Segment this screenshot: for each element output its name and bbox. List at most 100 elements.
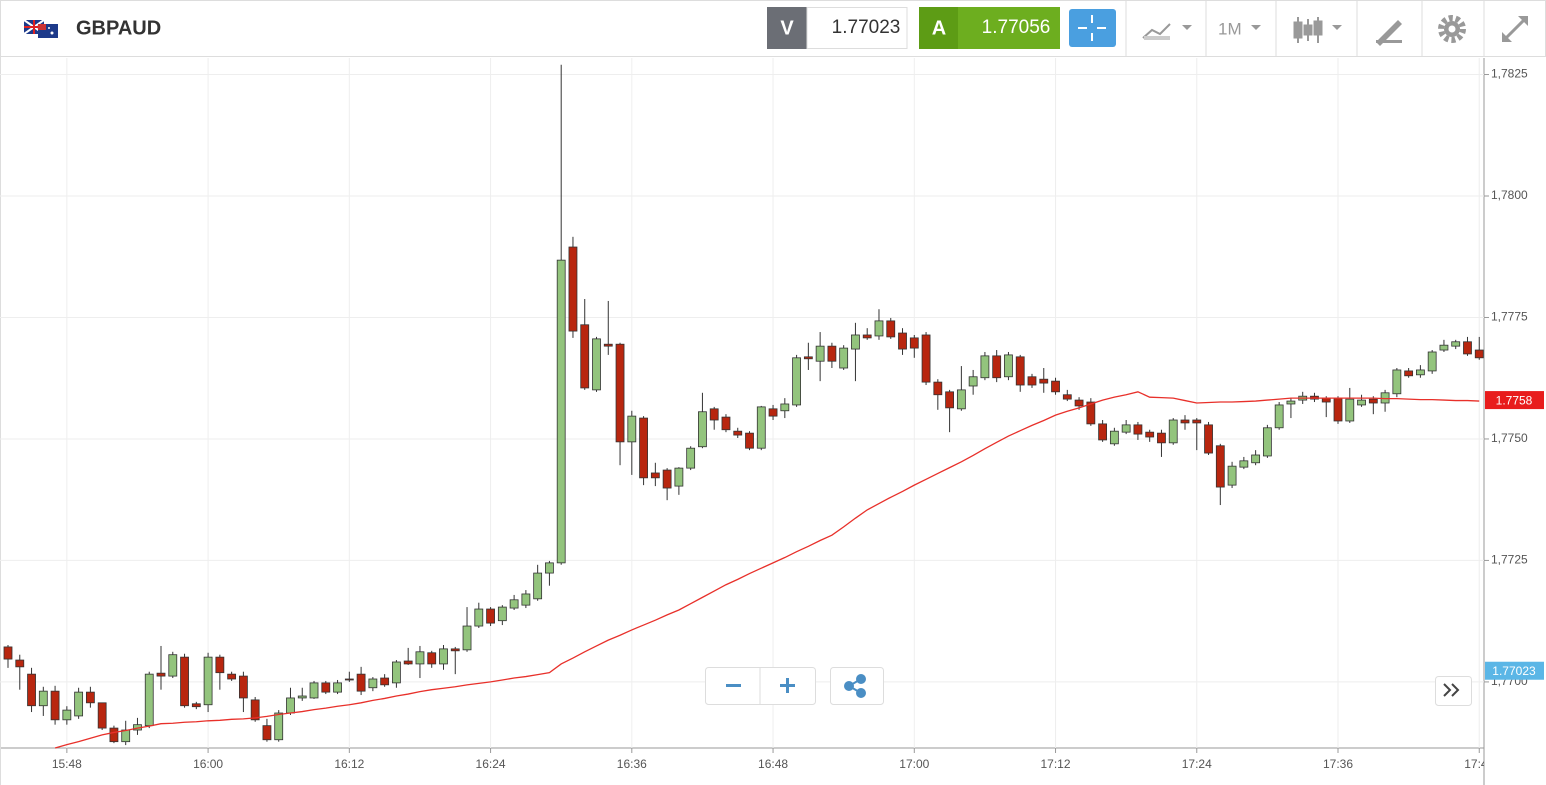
settings-button[interactable] <box>1438 15 1466 43</box>
candle-body <box>74 691 84 717</box>
candle-body <box>1368 398 1378 404</box>
candle-body <box>344 678 354 681</box>
candle-body <box>427 652 437 665</box>
candle-body <box>356 673 366 692</box>
candle-body <box>1357 399 1366 406</box>
candle-body <box>756 406 766 449</box>
candle-body <box>1145 431 1155 438</box>
candle-body <box>874 320 884 337</box>
candle-body <box>1262 427 1272 457</box>
candle-body <box>1062 394 1072 400</box>
candle-body <box>1133 424 1143 435</box>
candle-body <box>686 447 696 469</box>
candle-body <box>1392 369 1402 395</box>
candle-body <box>1286 400 1296 405</box>
candle-body <box>27 673 36 707</box>
flag-icon <box>23 19 58 38</box>
candle-body <box>568 246 578 332</box>
candle-body <box>933 381 943 396</box>
candle-body <box>1098 423 1108 441</box>
candle-body <box>851 334 860 350</box>
candle-body <box>156 672 166 677</box>
candle-style-button[interactable] <box>1293 17 1342 43</box>
candle-body <box>509 599 519 609</box>
candle-body <box>521 593 531 606</box>
x-tick-label: 17:00 <box>899 757 929 771</box>
x-tick-label: 16:36 <box>617 757 647 771</box>
candle-body <box>168 654 178 677</box>
ask-price: 1.77056 <box>982 17 1051 38</box>
candle-body <box>1451 341 1461 347</box>
candle-body <box>286 697 295 714</box>
zoom-out[interactable] <box>726 684 741 687</box>
y-tick-label: 1,7725 <box>1491 553 1528 567</box>
ma-price-tag-label: 1.7758 <box>1496 393 1533 407</box>
candle-body <box>203 656 213 706</box>
buy-label: A <box>932 17 946 39</box>
candle-body <box>1427 351 1437 372</box>
candle-body <box>1416 369 1425 376</box>
candle-body <box>1345 398 1355 422</box>
sell-button[interactable] <box>767 7 807 49</box>
x-tick-label: 17:48 <box>1464 757 1494 771</box>
candle-body <box>380 677 390 686</box>
candle-body <box>1474 349 1484 359</box>
candle-body <box>698 411 707 448</box>
zoom-controls <box>705 667 884 705</box>
candle-body <box>709 408 719 421</box>
zoom-in[interactable] <box>780 678 795 693</box>
candle-body <box>580 324 590 389</box>
axis: 1,77001,77251,77501,77751,78001,78251.77… <box>1484 67 1544 688</box>
candle-body <box>945 391 954 409</box>
candle-body <box>886 320 896 338</box>
candle-body <box>956 389 966 410</box>
crosshair-icon <box>1078 15 1106 41</box>
bid-price-tag <box>1485 661 1544 680</box>
crosshair-button[interactable] <box>1069 9 1116 47</box>
scroll-end-button[interactable] <box>1443 683 1460 697</box>
candle-body <box>274 712 284 741</box>
candle-body <box>862 334 872 339</box>
moving-average <box>54 391 1480 749</box>
candle-body <box>1333 397 1343 422</box>
candle-body <box>768 408 778 417</box>
x-tick-label: 16:12 <box>334 757 364 771</box>
candle-body <box>545 562 554 574</box>
x-tick-label: 17:12 <box>1041 757 1071 771</box>
x-tick-label: 17:24 <box>1182 757 1212 771</box>
bid-box[interactable] <box>806 7 908 49</box>
candle-body <box>62 709 72 721</box>
candle-body <box>1027 376 1037 386</box>
candle-body <box>1251 454 1261 464</box>
share-box <box>830 667 884 705</box>
symbol: GBPAUD <box>76 17 161 39</box>
chart-type-button[interactable] <box>1142 23 1192 40</box>
y-tick-label: 1,7825 <box>1491 67 1528 81</box>
candle-body <box>1074 399 1084 407</box>
candle-body <box>121 729 131 743</box>
candle-body <box>1227 465 1237 486</box>
candle-body <box>486 608 495 624</box>
candle-body <box>803 356 813 360</box>
candle-body <box>721 416 731 431</box>
candle-body <box>1086 401 1096 425</box>
candle-body <box>50 690 60 721</box>
fullscreen-button[interactable] <box>1501 15 1529 43</box>
y-tick-label: 1,7750 <box>1491 431 1528 445</box>
candle-body <box>650 472 660 479</box>
candle-body <box>439 648 448 665</box>
y-tick-label: 1,7800 <box>1491 188 1528 202</box>
toolbar-separators <box>1125 0 1485 56</box>
share-button[interactable] <box>844 674 866 698</box>
drawing-button[interactable] <box>1376 20 1402 46</box>
candle-body <box>38 690 48 707</box>
candle-body <box>603 343 613 347</box>
candle-body <box>262 725 272 741</box>
bid-price: 1.77023 <box>832 17 901 38</box>
timeframe-button[interactable]: 1M <box>1218 19 1261 38</box>
scroll-end-box <box>1435 676 1472 706</box>
candle-body <box>662 469 672 489</box>
candle-body <box>15 659 25 668</box>
